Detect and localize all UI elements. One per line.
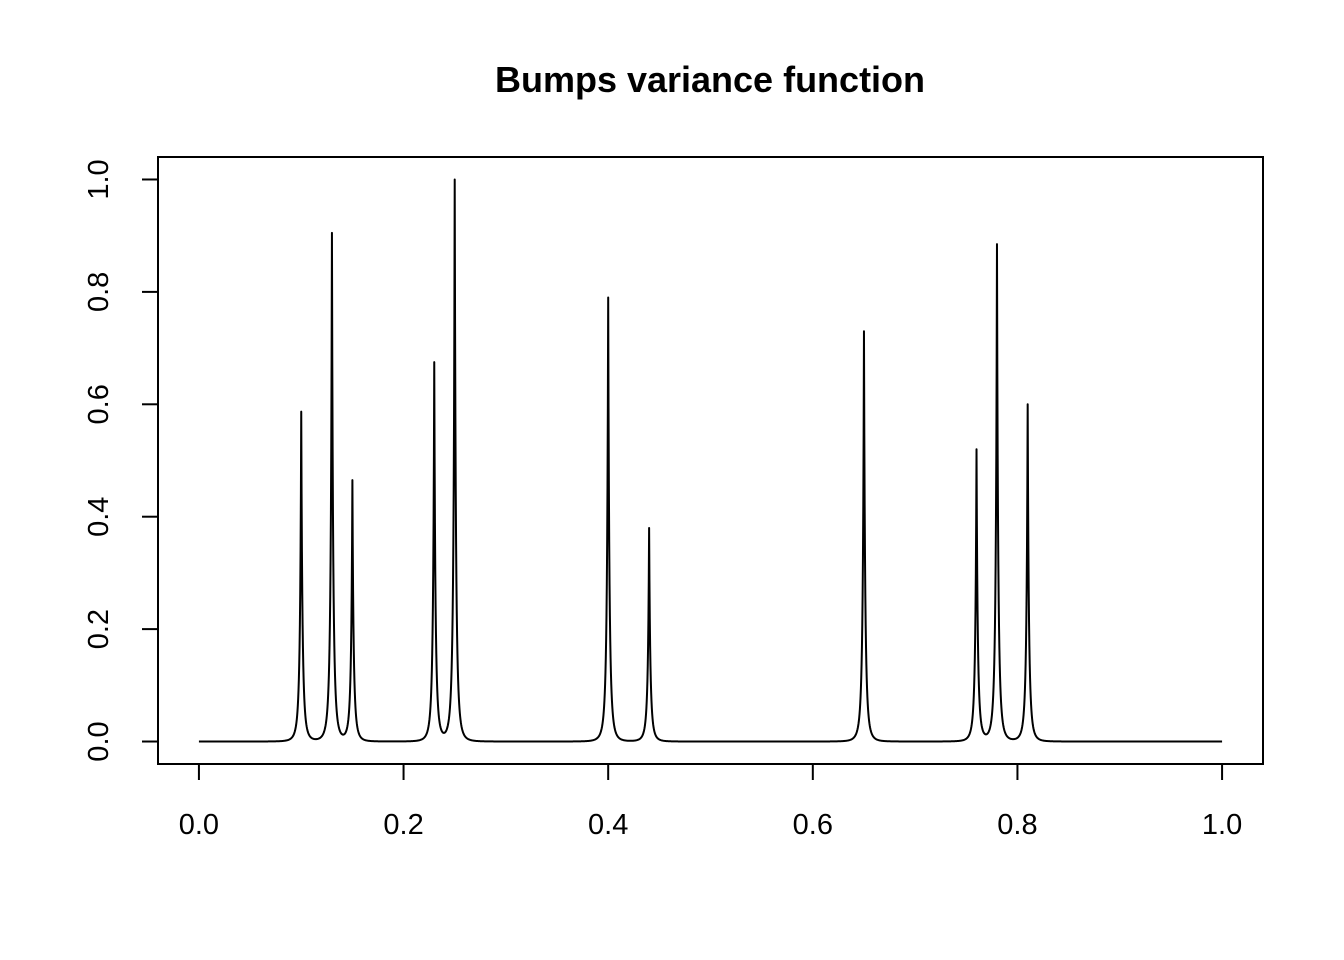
y-tick-label: 0.6	[83, 384, 115, 424]
x-tick-label: 0.0	[179, 809, 219, 841]
y-tick-label: 0.0	[83, 721, 115, 761]
y-tick-label: 0.8	[83, 272, 115, 312]
x-tick-label: 0.8	[997, 809, 1037, 841]
x-axis: 0.0 0.2 0.4 0.6 0.8 1.0	[179, 763, 1242, 841]
x-tick-label: 0.4	[588, 809, 628, 841]
x-tick-label: 1.0	[1202, 809, 1242, 841]
y-tick-label: 1.0	[83, 159, 115, 199]
y-tick-label: 0.4	[83, 497, 115, 537]
series-line	[198, 178, 1223, 743]
y-axis: 0.0 0.2 0.4 0.6 0.8 1.0	[83, 159, 159, 762]
y-tick-label: 0.2	[83, 609, 115, 649]
chart-title: Bumps variance function	[495, 59, 925, 100]
plot-frame	[157, 156, 1264, 765]
x-tick-label: 0.6	[793, 809, 833, 841]
x-tick-label: 0.2	[383, 809, 423, 841]
